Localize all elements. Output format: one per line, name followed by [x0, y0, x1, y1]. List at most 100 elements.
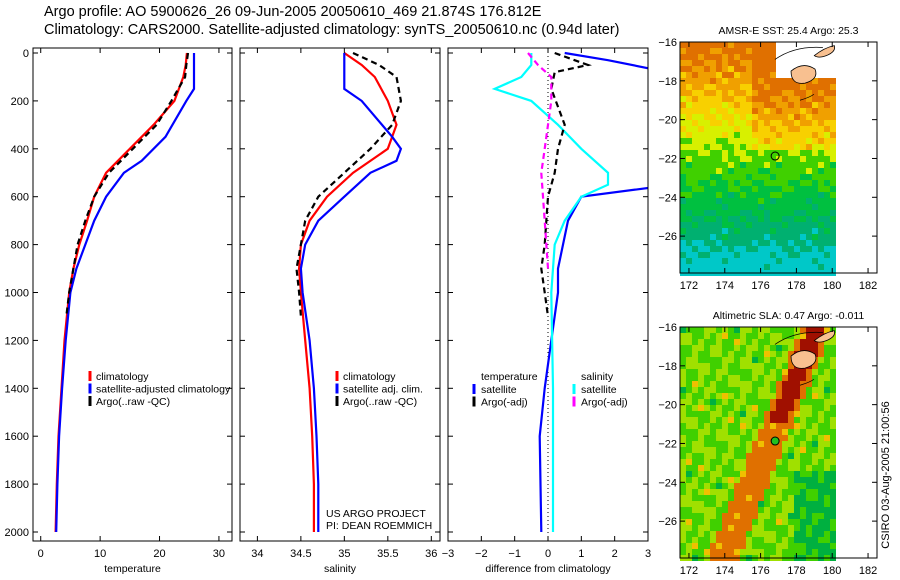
map-cell [746, 411, 752, 417]
map-cell [770, 60, 776, 66]
map-cell [764, 519, 770, 525]
map-cell [746, 369, 752, 375]
map-cell [680, 543, 686, 549]
legend-label: Argo(-adj) [581, 397, 628, 409]
map-cell [686, 435, 692, 441]
map-cell [806, 465, 812, 471]
y-tick-label: −20 [658, 400, 677, 412]
map-cell [824, 162, 830, 168]
map-cell [704, 411, 710, 417]
map-cell [782, 102, 788, 108]
map-cell [788, 507, 794, 513]
legend-label: Argo(..raw -QC) [96, 396, 170, 408]
map-cell [752, 108, 758, 114]
map-cell [692, 507, 698, 513]
map-cell [782, 78, 788, 84]
map-cell [716, 126, 722, 132]
map-cell [788, 477, 794, 483]
map-cell [716, 501, 722, 507]
map-cell [716, 429, 722, 435]
map-cell [776, 132, 782, 138]
map-cell [830, 186, 836, 192]
map-cell [692, 327, 698, 333]
map-cell [692, 441, 698, 447]
map-cell [776, 525, 782, 531]
map-cell [734, 381, 740, 387]
map-cell [704, 84, 710, 90]
map-cell [818, 264, 824, 270]
map-cell [806, 126, 812, 132]
map-cell [764, 60, 770, 66]
map-cell [710, 210, 716, 216]
map-cell [788, 537, 794, 543]
map-cell [776, 543, 782, 549]
map-cell [698, 120, 704, 126]
map-cell [818, 192, 824, 198]
map-cell [698, 162, 704, 168]
map-cell [734, 54, 740, 60]
map-cell [818, 114, 824, 120]
map-cell [758, 387, 764, 393]
map-cell [782, 168, 788, 174]
map-cell [758, 477, 764, 483]
map-cell [776, 411, 782, 417]
map-cell [692, 210, 698, 216]
map-cell [806, 258, 812, 264]
map-cell [824, 453, 830, 459]
map-cell [818, 180, 824, 186]
map-cell [710, 357, 716, 363]
map-cell [764, 543, 770, 549]
map-cell [830, 429, 836, 435]
map-cell [734, 345, 740, 351]
map-cell [800, 156, 806, 162]
map-cell [728, 447, 734, 453]
map-cell [746, 489, 752, 495]
map-cell [686, 48, 692, 54]
map-cell [794, 216, 800, 222]
map-cell [722, 513, 728, 519]
map-cell [734, 543, 740, 549]
map-cell [728, 537, 734, 543]
map-cell [686, 54, 692, 60]
map-cell [746, 447, 752, 453]
map-cell [764, 477, 770, 483]
map-cell [710, 234, 716, 240]
map-cell [770, 519, 776, 525]
map-cell [716, 132, 722, 138]
map-cell [812, 375, 818, 381]
map-cell [788, 144, 794, 150]
map-cell [818, 507, 824, 513]
map-cell [752, 138, 758, 144]
map-cell [680, 387, 686, 393]
map-cell [728, 174, 734, 180]
map-cell [746, 204, 752, 210]
map-cell [692, 90, 698, 96]
map-cell [794, 423, 800, 429]
map-cell [740, 453, 746, 459]
map-cell [818, 477, 824, 483]
map-cell [704, 264, 710, 270]
map-cell [788, 531, 794, 537]
map-cell [680, 339, 686, 345]
map-cell [770, 240, 776, 246]
map-cell [704, 381, 710, 387]
map-cell [740, 339, 746, 345]
map-cell [752, 399, 758, 405]
map-cell [764, 327, 770, 333]
map-cell [692, 42, 698, 48]
map-cell [752, 198, 758, 204]
map-cell [788, 204, 794, 210]
map-cell [758, 393, 764, 399]
map-cell [818, 198, 824, 204]
map-cell [818, 375, 824, 381]
map-cell [704, 108, 710, 114]
map-cell [830, 543, 836, 549]
map-cell [680, 240, 686, 246]
map-cell [680, 351, 686, 357]
map-cell [734, 84, 740, 90]
map-cell [788, 501, 794, 507]
map-cell [824, 357, 830, 363]
map-cell [806, 393, 812, 399]
map-cell [758, 78, 764, 84]
map-cell [686, 162, 692, 168]
